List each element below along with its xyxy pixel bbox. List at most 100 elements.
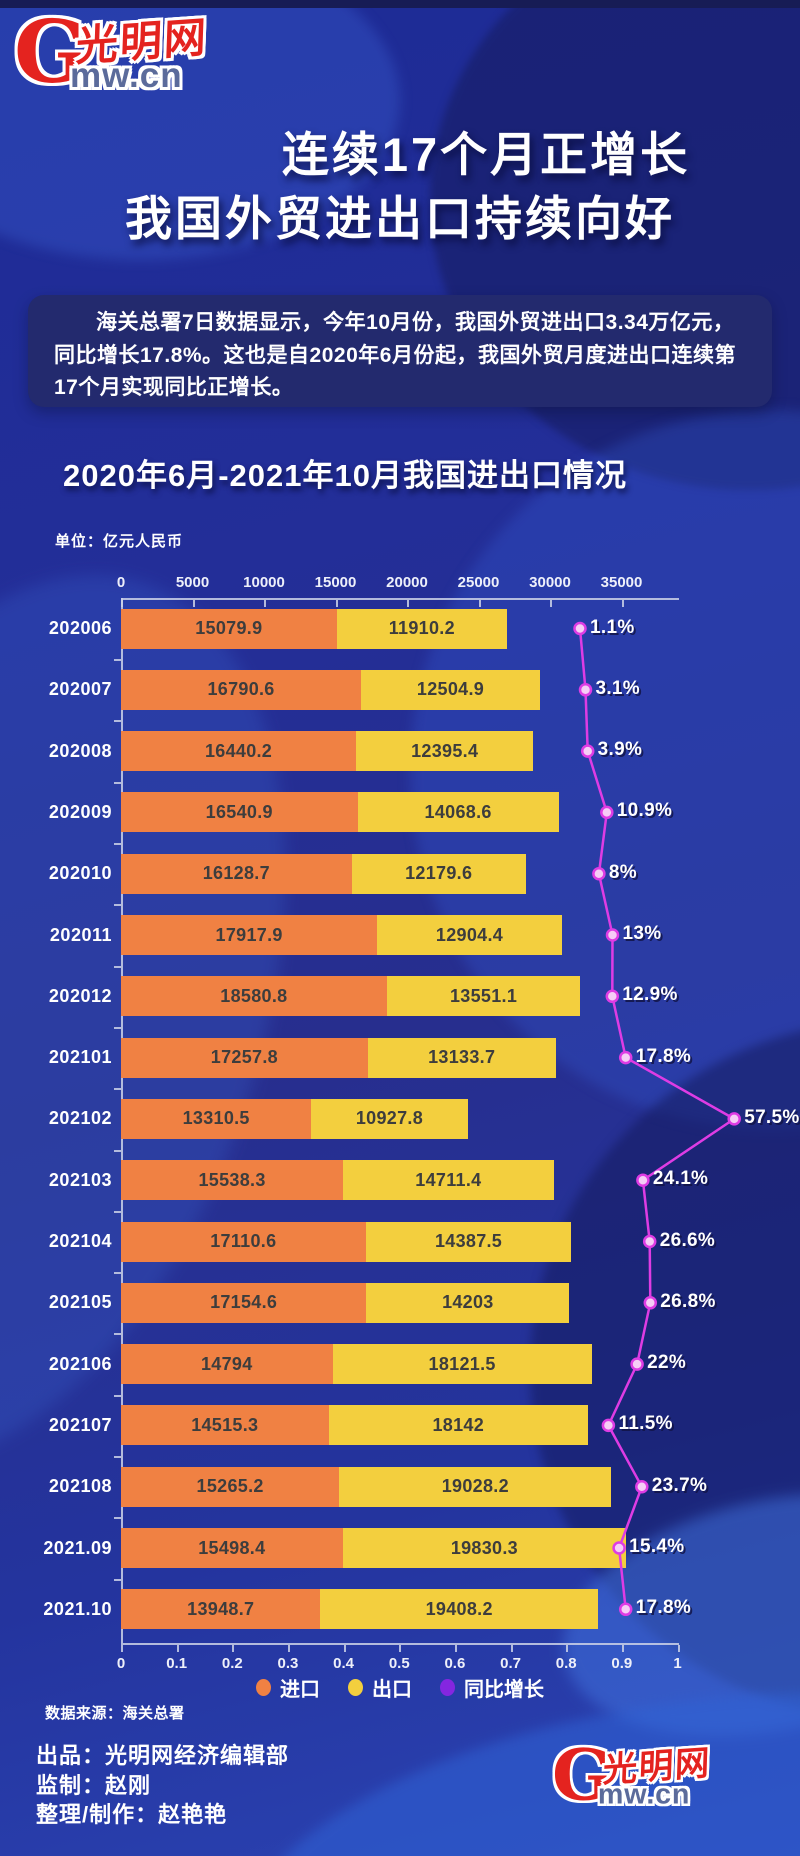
- growth-label: 11.5%: [618, 1413, 673, 1435]
- growth-label: 3.9%: [597, 739, 643, 761]
- month-label: 202006: [48, 618, 112, 638]
- export-bar: 14387.5: [365, 1221, 572, 1262]
- legend-item-import: 进口: [256, 1673, 320, 1702]
- export-bar: 13551.1: [386, 976, 581, 1017]
- month-label: 202011: [49, 924, 112, 945]
- gmw-logo-header: G 光明网 mw.cn: [14, 2, 229, 103]
- growth-dot: [605, 989, 620, 1004]
- growth-label: 13%: [622, 923, 662, 944]
- left-axis-tick: [114, 1578, 121, 1581]
- legend-dot-growth: [440, 1678, 455, 1696]
- top-axis-tick: [264, 600, 266, 607]
- bottom-axis-label: 0.6: [444, 1655, 466, 1672]
- bottom-axis-tick: [677, 1645, 680, 1652]
- bottom-axis-label: 0.1: [166, 1655, 188, 1672]
- import-bar: 15265.2: [121, 1466, 340, 1507]
- bottom-axis-tick: [621, 1645, 624, 1652]
- intro-text: 海关总署7日数据显示，今年10月份，我国外贸进出口3.34万亿元，同比增长17.…: [54, 311, 736, 400]
- month-label: 202010: [48, 863, 112, 884]
- top-axis-label: 30000: [529, 574, 571, 591]
- growth-label: 17.8%: [635, 1597, 692, 1619]
- main-title-line1: 连续17个月正增长: [281, 128, 691, 181]
- footer-line-edit: 整理/制作：赵艳艳: [36, 1802, 228, 1827]
- month-label: 202108: [48, 1476, 112, 1497]
- unit-label: 单位：亿元人民币: [55, 533, 184, 550]
- left-axis-tick: [114, 659, 121, 662]
- growth-dot: [643, 1296, 658, 1310]
- growth-dot: [635, 1479, 649, 1494]
- import-bar: 13948.7: [121, 1589, 321, 1630]
- bottom-axis-tick: [454, 1645, 457, 1652]
- import-bar: 17110.6: [121, 1221, 366, 1262]
- growth-dot: [618, 1602, 633, 1617]
- export-bar: 19408.2: [320, 1589, 598, 1630]
- export-bar: 10927.8: [311, 1098, 468, 1139]
- import-bar: 16540.9: [121, 792, 358, 833]
- top-axis-label: 0: [116, 574, 126, 591]
- bottom-axis-label: 0.8: [555, 1655, 577, 1672]
- export-bar: 14203: [366, 1282, 570, 1323]
- month-label: 202106: [48, 1353, 112, 1374]
- month-label: 202103: [48, 1169, 112, 1190]
- growth-dot: [636, 1173, 650, 1187]
- export-bar: 19830.3: [342, 1528, 627, 1568]
- import-bar: 17257.8: [121, 1037, 368, 1078]
- bottom-axis-tick: [399, 1645, 402, 1652]
- bottom-axis-label: 0.4: [333, 1655, 355, 1672]
- growth-label: 1.1%: [590, 616, 635, 638]
- left-axis-tick: [114, 1210, 121, 1213]
- growth-label: 23.7%: [651, 1474, 708, 1496]
- left-axis-tick: [114, 1394, 121, 1397]
- month-label: 202101: [48, 1047, 112, 1068]
- legend-label-export: 出口: [372, 1678, 412, 1701]
- import-bar: 13310.5: [121, 1098, 312, 1139]
- chart-title: 2020年6月-2021年10月我国进出口情况: [63, 458, 627, 493]
- left-axis-tick: [114, 843, 121, 846]
- growth-dot: [573, 621, 587, 636]
- export-bar: 13133.7: [367, 1037, 556, 1078]
- import-bar: 15538.3: [121, 1160, 344, 1201]
- growth-line: [578, 628, 737, 1610]
- legend-label-growth: 同比增长: [464, 1678, 544, 1701]
- growth-dot: [601, 1418, 616, 1433]
- logo-latin-text: mw.cn: [597, 1778, 691, 1811]
- logo-latin-text: mw.cn: [70, 56, 183, 95]
- month-label: 202104: [48, 1231, 112, 1251]
- logo-g-letter: G: [14, 2, 88, 103]
- bottom-axis-tick: [566, 1645, 569, 1652]
- month-label: 202107: [48, 1414, 112, 1435]
- top-axis-tick: [192, 600, 195, 607]
- bottom-axis-label: 0.7: [500, 1655, 521, 1672]
- import-bar: 18580.8: [121, 976, 387, 1017]
- import-bar: 17917.9: [121, 915, 378, 955]
- month-label: 202007: [48, 679, 112, 700]
- month-label: 2021.09: [43, 1537, 112, 1558]
- month-label: 202008: [48, 740, 112, 761]
- import-bar: 14515.3: [121, 1405, 329, 1446]
- export-bar: 14711.4: [343, 1160, 554, 1201]
- export-bar: 12395.4: [356, 731, 534, 772]
- month-label: 2021.10: [43, 1598, 112, 1619]
- top-axis-label: 20000: [386, 574, 428, 591]
- top-axis-label: 5000: [175, 574, 210, 591]
- month-label: 202102: [48, 1108, 112, 1129]
- top-axis-label: 10000: [243, 574, 285, 591]
- top-axis-line: [121, 598, 679, 600]
- legend-item-export: 出口: [348, 1673, 412, 1702]
- left-axis-tick: [114, 1456, 121, 1459]
- growth-dot: [618, 1050, 633, 1065]
- export-bar: 12504.9: [361, 669, 540, 710]
- growth-label: 3.1%: [595, 677, 640, 699]
- bottom-axis-line: [121, 1643, 679, 1645]
- growth-label: 24.1%: [652, 1168, 709, 1190]
- top-axis-tick: [478, 600, 481, 607]
- legend-item-growth: 同比增长: [440, 1673, 544, 1702]
- growth-dot: [592, 866, 606, 881]
- export-bar: 19028.2: [339, 1466, 612, 1507]
- left-axis-tick: [114, 1149, 121, 1152]
- gmw-logo-footer: G 光明网 mw.cn: [552, 1740, 728, 1813]
- left-axis-tick: [114, 1088, 121, 1091]
- bottom-axis-label: 0.5: [388, 1655, 410, 1672]
- legend-dot-export: [348, 1678, 363, 1696]
